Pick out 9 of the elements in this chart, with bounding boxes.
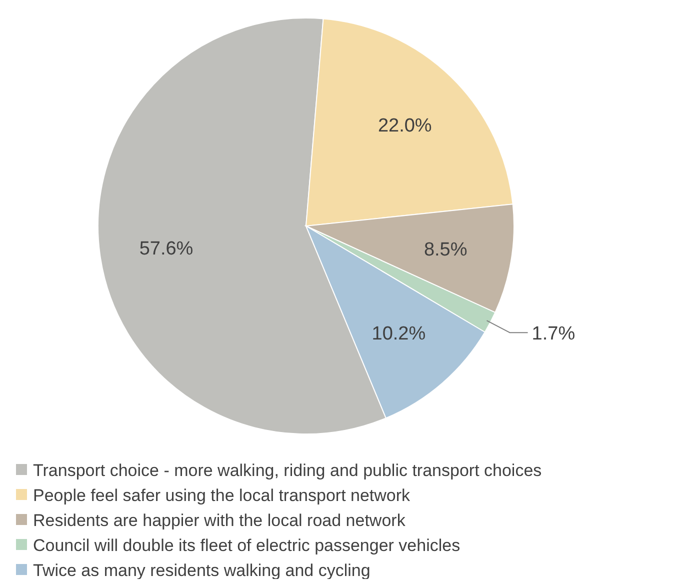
legend-label: Council will double its fleet of electric passenger vehicles [33,536,460,555]
legend-label: Transport choice - more walking, riding and public transport choices [33,460,542,480]
data-label: 22.0% [378,116,432,137]
legend-label: People feel safer using the local transport network [33,486,411,505]
data-label: 8.5% [424,239,468,260]
legend-label: Residents are happier with the local road network [33,510,406,530]
data-label: 57.6% [139,238,194,260]
data-label: 10.2% [372,323,426,344]
data-label: 1.7% [532,323,576,344]
